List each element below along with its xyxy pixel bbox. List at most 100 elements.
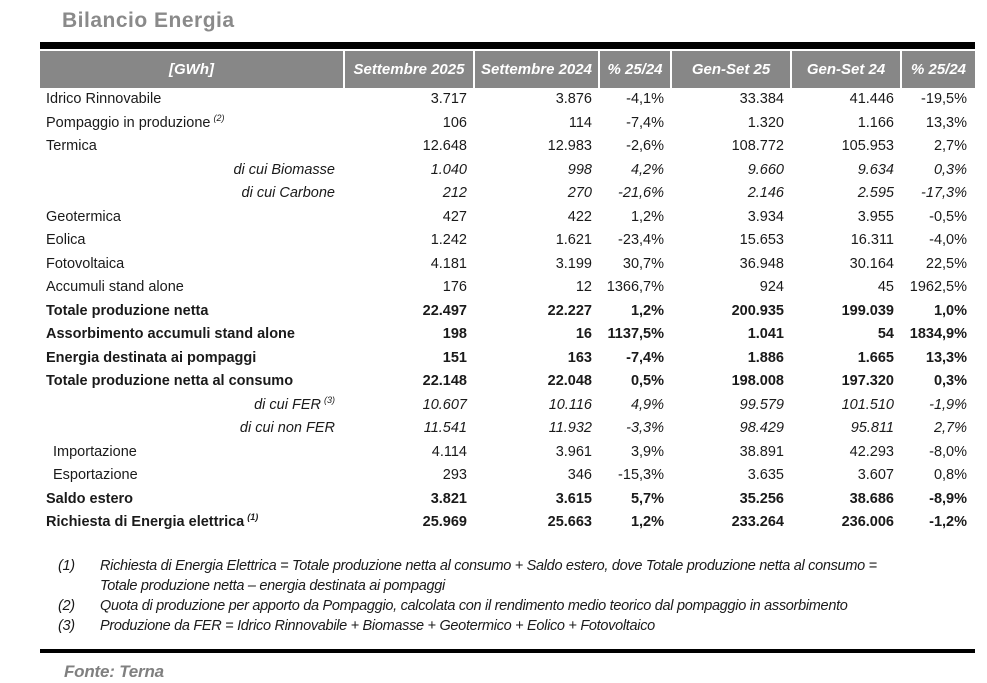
table-row: Saldo estero 3.821 3.615 5,7% 35.256 38.… — [40, 488, 975, 512]
value-settembre-2024: 10.116 — [548, 396, 592, 413]
footnote: (2) Quota di produzione per apporto da Po… — [58, 596, 918, 616]
value-pct-ytd: -19,5% — [921, 91, 967, 107]
value-settembre-2025: 176 — [442, 279, 467, 295]
value-settembre-2024: 163 — [567, 349, 592, 366]
value-genset-25: 98.429 — [739, 420, 784, 436]
value-genset-24: 101.510 — [841, 396, 894, 413]
value-settembre-2025: 4.114 — [431, 443, 467, 460]
column-header-genset-24: Gen-Set 24 — [792, 51, 902, 88]
value-settembre-2024: 12 — [575, 279, 592, 295]
value-pct-month: -7,4% — [626, 114, 664, 131]
value-genset-25: 3.635 — [747, 467, 784, 483]
energy-balance-table-container: [GWh] Settembre 2025 Settembre 2024 % 25… — [40, 42, 975, 535]
table-row: di cui FER (3) 10.607 10.116 4,9% 99.579 … — [40, 394, 975, 418]
page-title: Bilancio Energia — [62, 9, 235, 32]
value-settembre-2024: 998 — [567, 161, 592, 178]
row-label: Saldo estero — [46, 490, 134, 507]
value-pct-ytd: 2,7% — [933, 138, 967, 154]
row-label: Totale produzione netta — [46, 302, 209, 319]
table-row: Termica 12.648 12.983 -2,6% 108.772 105.… — [40, 135, 975, 159]
value-pct-ytd: -8,9% — [929, 490, 967, 507]
value-settembre-2024: 22.048 — [547, 373, 592, 389]
value-settembre-2024: 16 — [575, 326, 592, 342]
value-genset-24: 199.039 — [841, 302, 894, 319]
footnote-text: Produzione da FER = Idrico Rinnovabile +… — [100, 617, 655, 634]
value-genset-24: 45 — [877, 279, 894, 295]
value-pct-month: -23,4% — [618, 232, 664, 248]
value-pct-month: 5,7% — [630, 490, 664, 507]
value-pct-month: -21,6% — [618, 185, 664, 201]
value-pct-month: -3,3% — [626, 420, 664, 436]
row-label: Richiesta di Energia elettrica (1) — [46, 512, 259, 530]
value-pct-month: 1,2% — [630, 208, 664, 225]
table-top-rule — [40, 42, 975, 49]
value-genset-24: 3.607 — [857, 467, 894, 483]
value-genset-24: 1.665 — [857, 349, 894, 366]
footnotes-section: (1) Richiesta di Energia Elettrica = Tota… — [58, 556, 918, 636]
table-row: Fotovoltaica 4.181 3.199 30,7% 36.948 30… — [40, 253, 975, 277]
value-pct-ytd: 2,7% — [933, 420, 967, 436]
value-genset-25: 15.653 — [739, 232, 784, 248]
value-pct-month: 30,7% — [622, 255, 664, 272]
value-genset-24: 1.166 — [857, 114, 894, 131]
value-settembre-2025: 427 — [442, 208, 467, 225]
table-row: di cui Biomasse 1.040 998 4,2% 9.660 9.6… — [40, 159, 975, 183]
table-row: Eolica 1.242 1.621 -23,4% 15.653 16.311 … — [40, 229, 975, 253]
row-label: Accumuli stand alone — [46, 279, 184, 295]
table-row: Pompaggio in produzione (2) 106 114 -7,4%… — [40, 112, 975, 136]
footnote: (3) Produzione da FER = Idrico Rinnovabil… — [58, 616, 918, 636]
table-row: Richiesta di Energia elettrica (1) 25.969… — [40, 511, 975, 535]
table-row: Esportazione 293 346 -15,3% 3.635 3.607 … — [40, 464, 975, 488]
value-settembre-2025: 25.969 — [422, 514, 467, 530]
value-settembre-2025: 151 — [442, 349, 467, 366]
value-pct-month: 1137,5% — [607, 326, 664, 342]
table-header-row: [GWh] Settembre 2025 Settembre 2024 % 25… — [40, 51, 975, 88]
value-pct-ytd: 13,3% — [925, 349, 967, 366]
table-row: Totale produzione netta 22.497 22.227 1,… — [40, 300, 975, 324]
value-genset-25: 1.320 — [747, 114, 784, 131]
row-label: di cui Carbone — [241, 185, 336, 201]
column-header-unit: [GWh] — [40, 51, 345, 88]
value-pct-month: -2,6% — [626, 138, 664, 154]
value-genset-25: 35.256 — [739, 490, 784, 507]
row-label: Esportazione — [53, 467, 138, 483]
value-pct-ytd: 1962,5% — [909, 279, 967, 295]
row-label: Pompaggio in produzione (2) — [46, 112, 225, 131]
value-genset-24: 105.953 — [841, 138, 894, 154]
row-label: Idrico Rinnovabile — [46, 91, 162, 107]
value-settembre-2025: 1.242 — [430, 232, 467, 248]
value-settembre-2024: 422 — [567, 208, 592, 225]
row-label: di cui FER (3) — [254, 394, 335, 413]
value-settembre-2024: 1.621 — [555, 232, 592, 248]
value-pct-month: 1,2% — [630, 514, 664, 530]
footnote-marker: (3) — [58, 617, 75, 634]
value-genset-25: 3.934 — [747, 208, 784, 225]
value-genset-24: 9.634 — [857, 161, 894, 178]
value-settembre-2025: 10.607 — [422, 396, 467, 413]
row-label: Termica — [46, 138, 97, 154]
column-header-pct-ytd: % 25/24 — [902, 51, 975, 88]
table-row: di cui Carbone 212 270 -21,6% 2.146 2.59… — [40, 182, 975, 206]
value-settembre-2024: 3.876 — [555, 91, 592, 107]
value-genset-24: 38.686 — [849, 490, 894, 507]
value-settembre-2025: 1.040 — [430, 161, 467, 178]
value-pct-ytd: -0,5% — [929, 208, 967, 225]
value-genset-24: 2.595 — [857, 185, 894, 201]
footnote: (1) Richiesta di Energia Elettrica = Tota… — [58, 556, 918, 596]
value-settembre-2025: 293 — [442, 467, 467, 483]
value-genset-24: 236.006 — [841, 514, 894, 530]
value-genset-25: 33.384 — [739, 91, 784, 107]
value-pct-ytd: 0,3% — [933, 161, 967, 178]
value-genset-24: 42.293 — [849, 443, 894, 460]
value-settembre-2024: 3.615 — [555, 490, 592, 507]
value-pct-ytd: -17,3% — [921, 185, 967, 201]
source-label: Fonte: Terna — [64, 661, 164, 681]
footnote-marker: (1) — [58, 557, 75, 574]
table-row: Geotermica 427 422 1,2% 3.934 3.955 -0,5… — [40, 206, 975, 230]
value-genset-25: 99.579 — [739, 396, 784, 413]
row-label: Eolica — [46, 232, 86, 248]
value-genset-25: 9.660 — [747, 161, 784, 178]
value-pct-ytd: 13,3% — [925, 114, 967, 131]
value-settembre-2024: 12.983 — [547, 138, 592, 154]
column-header-settembre-2025: Settembre 2025 — [345, 51, 475, 88]
